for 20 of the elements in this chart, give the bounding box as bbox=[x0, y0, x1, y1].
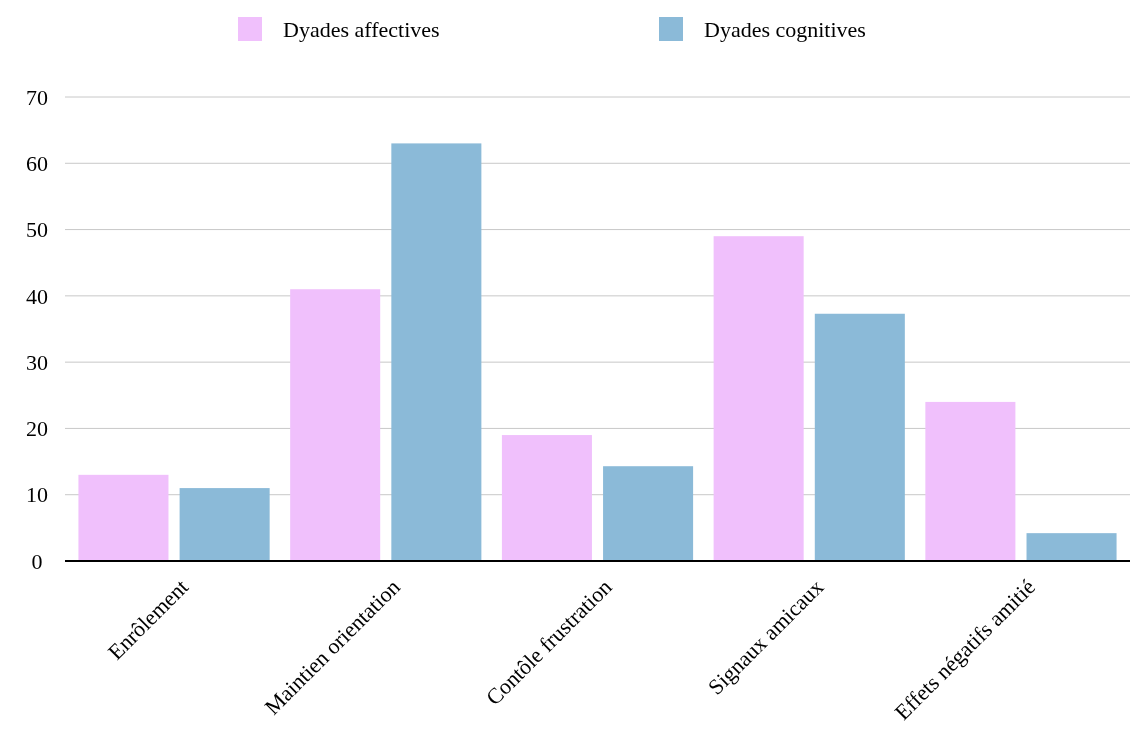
bar bbox=[603, 466, 694, 561]
y-tick-label: 30 bbox=[26, 349, 48, 375]
bar bbox=[290, 289, 381, 561]
legend-label: Dyades affectives bbox=[283, 16, 440, 42]
y-tick-label: 10 bbox=[26, 482, 48, 508]
bar bbox=[925, 401, 1016, 561]
bar bbox=[391, 143, 482, 561]
y-tick-label: 50 bbox=[26, 217, 48, 243]
y-tick-label: 0 bbox=[31, 548, 43, 574]
bar bbox=[179, 488, 270, 561]
bar bbox=[1026, 533, 1117, 561]
y-tick-label: 60 bbox=[26, 150, 48, 176]
bar bbox=[78, 474, 169, 561]
y-tick-label: 40 bbox=[26, 283, 48, 309]
bar bbox=[814, 313, 905, 561]
y-tick-label: 70 bbox=[26, 84, 48, 110]
bar bbox=[713, 236, 804, 561]
legend-label: Dyades cognitives bbox=[704, 16, 866, 42]
y-tick-label: 20 bbox=[26, 416, 48, 442]
bar bbox=[501, 435, 592, 561]
